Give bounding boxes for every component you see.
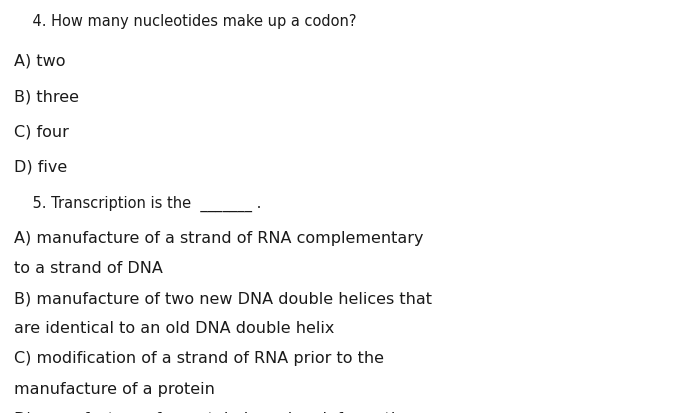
- Text: B) manufacture of two new DNA double helices that: B) manufacture of two new DNA double hel…: [14, 290, 432, 305]
- Text: C) modification of a strand of RNA prior to the: C) modification of a strand of RNA prior…: [14, 351, 384, 366]
- Text: 5. Transcription is the  _______ .: 5. Transcription is the _______ .: [14, 195, 261, 211]
- Text: A) manufacture of a strand of RNA complementary: A) manufacture of a strand of RNA comple…: [14, 230, 424, 245]
- Text: D) manufacture of a protein based on information: D) manufacture of a protein based on inf…: [14, 411, 415, 413]
- Text: 4. How many nucleotides make up a codon?: 4. How many nucleotides make up a codon?: [14, 14, 356, 29]
- Text: A) two: A) two: [14, 54, 66, 69]
- Text: are identical to an old DNA double helix: are identical to an old DNA double helix: [14, 320, 335, 335]
- Text: to a strand of DNA: to a strand of DNA: [14, 260, 163, 275]
- Text: manufacture of a protein: manufacture of a protein: [14, 381, 215, 396]
- Text: B) three: B) three: [14, 89, 79, 104]
- Text: C) four: C) four: [14, 124, 69, 139]
- Text: D) five: D) five: [14, 159, 67, 174]
